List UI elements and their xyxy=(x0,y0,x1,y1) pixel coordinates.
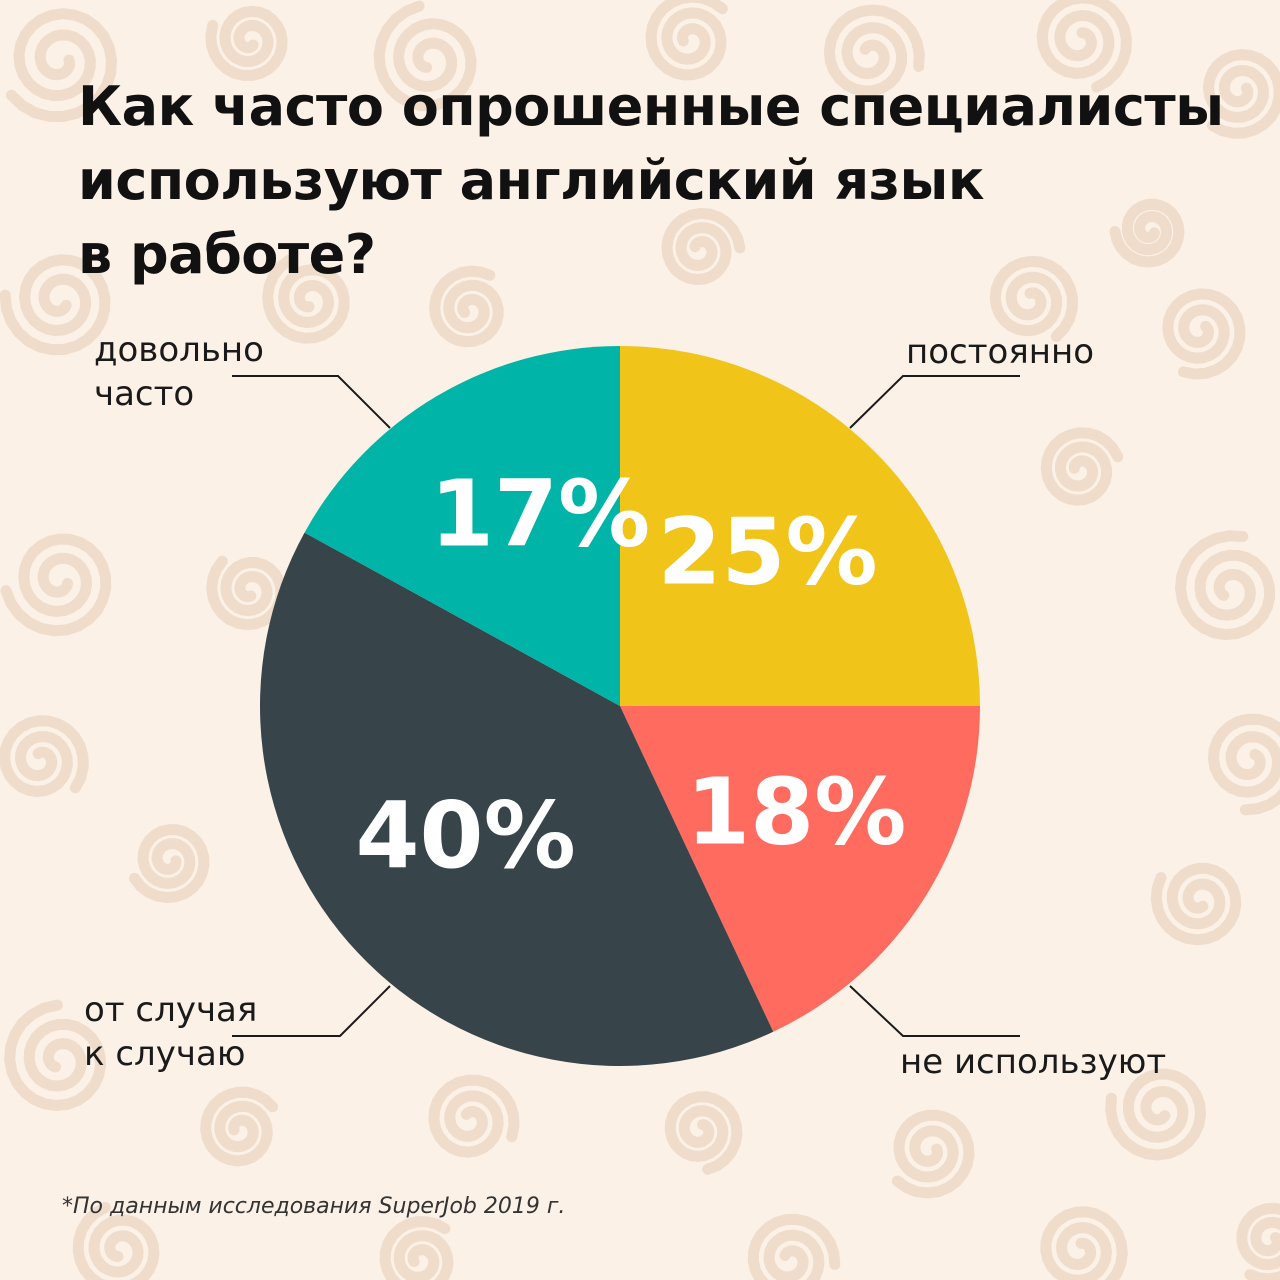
title-line-3: в работе? xyxy=(78,223,376,286)
pie-slice-4 xyxy=(304,346,620,706)
pie-slice-2 xyxy=(620,706,981,1032)
swirl-decoration xyxy=(1105,1068,1207,1161)
category-label-ot-sluchaya-line-1: от случая xyxy=(84,990,258,1030)
swirl-decoration xyxy=(1040,427,1124,506)
chart-title: Как часто опрошенные специалисты использ… xyxy=(78,70,1238,292)
swirl-decoration xyxy=(200,1086,279,1167)
swirl-decoration xyxy=(0,715,89,798)
swirl-decoration xyxy=(664,1091,743,1175)
swirl-decoration xyxy=(0,533,112,637)
slice-value-label-3: 40% xyxy=(356,782,576,889)
swirl-decoration xyxy=(206,555,287,631)
swirl-decoration xyxy=(1109,198,1185,268)
leader-line-ne-ispolzuyut xyxy=(849,985,1020,1037)
swirl-decoration xyxy=(1150,862,1242,946)
category-label-postoyanno: постоянно xyxy=(906,330,1094,374)
category-label-dovolno-chasto-line-1: довольно xyxy=(94,330,264,370)
swirl-decoration xyxy=(1040,1206,1128,1280)
swirl-decoration xyxy=(1174,530,1276,641)
leader-line-postoyanno xyxy=(849,375,1020,429)
source-footnote: *По данным исследования SuperJob 2019 г. xyxy=(62,1194,566,1219)
pie-slice-3 xyxy=(259,532,774,1067)
title-line-2: используют английский язык xyxy=(78,149,984,212)
swirl-decoration xyxy=(891,1109,975,1199)
swirl-decoration xyxy=(379,1216,454,1280)
category-label-ot-sluchaya: от случая к случаю xyxy=(84,988,257,1076)
swirl-decoration xyxy=(6,8,118,123)
pie-slice-1 xyxy=(620,346,980,706)
swirl-decoration xyxy=(205,5,288,81)
swirl-decoration xyxy=(747,1213,841,1280)
swirl-decoration xyxy=(1036,0,1132,93)
category-label-dovolno-chasto: довольно часто xyxy=(94,328,264,416)
swirl-decoration xyxy=(262,254,350,344)
swirl-decoration xyxy=(428,1074,520,1158)
swirl-decoration xyxy=(129,824,210,904)
leader-line-dovolno-chasto xyxy=(232,375,391,429)
swirl-decoration xyxy=(823,4,925,97)
slice-value-label-1: 25% xyxy=(658,499,878,606)
category-label-ot-sluchaya-line-2: к случаю xyxy=(84,1034,246,1074)
swirl-decoration xyxy=(72,1202,160,1280)
swirl-decoration xyxy=(645,0,728,81)
leader-line-ot-sluchaya xyxy=(232,985,391,1037)
swirl-decoration xyxy=(429,265,504,348)
slice-value-label-4: 17% xyxy=(430,460,650,567)
slice-value-label-2: 18% xyxy=(686,758,906,865)
swirl-decoration xyxy=(373,0,477,112)
category-label-ne-ispolzuyut-text: не используют xyxy=(900,1042,1167,1082)
swirl-decoration xyxy=(1236,1202,1280,1280)
title-line-1: Как часто опрошенные специалисты xyxy=(78,75,1224,138)
category-label-ne-ispolzuyut: не используют xyxy=(900,1040,1166,1084)
swirl-decoration xyxy=(1207,713,1280,816)
swirl-decoration xyxy=(661,207,746,286)
category-label-postoyanno-text: постоянно xyxy=(906,332,1095,372)
category-label-dovolno-chasto-line-2: часто xyxy=(94,374,195,414)
swirl-decoration xyxy=(0,254,111,356)
swirl-decoration xyxy=(989,255,1078,342)
swirl-decoration xyxy=(4,999,107,1112)
swirl-decoration xyxy=(1162,288,1246,380)
swirl-decoration xyxy=(1202,49,1280,139)
